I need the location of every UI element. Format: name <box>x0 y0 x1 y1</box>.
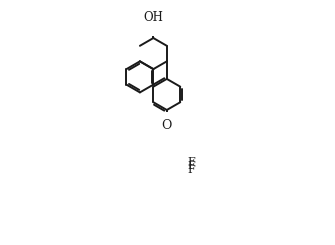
Text: O: O <box>161 119 172 132</box>
Text: F: F <box>188 161 196 171</box>
Text: F: F <box>188 165 196 175</box>
Text: F: F <box>188 157 196 167</box>
Text: OH: OH <box>143 11 163 24</box>
